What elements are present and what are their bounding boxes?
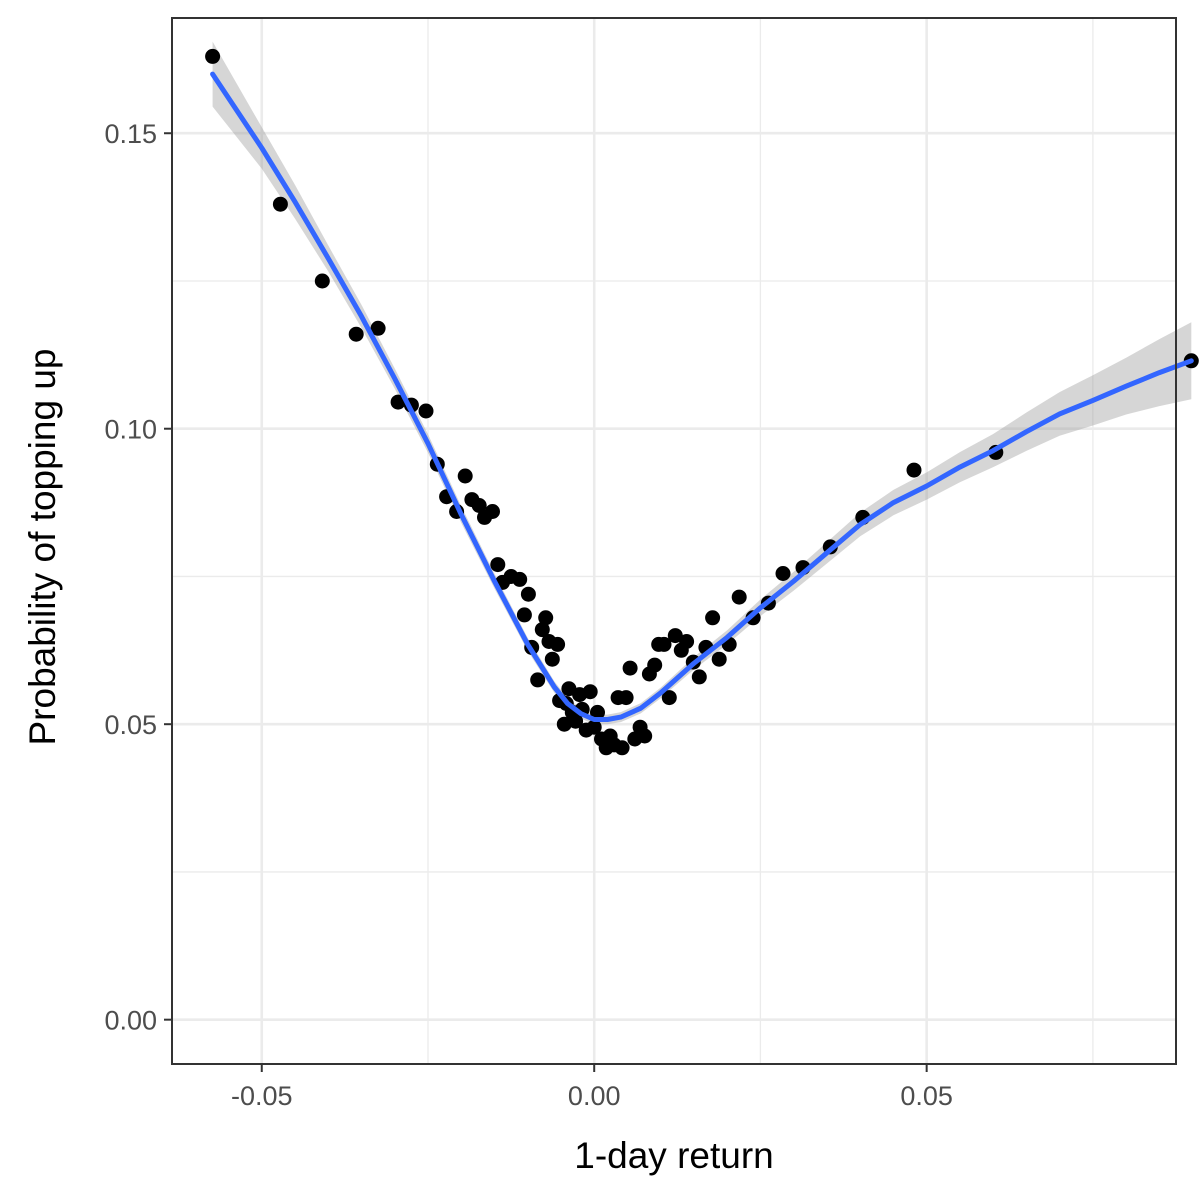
- data-point: [618, 690, 634, 706]
- data-point: [775, 566, 791, 581]
- data-point: [516, 607, 532, 623]
- data-point: [661, 690, 677, 706]
- x-tick-label: 0.05: [900, 1081, 953, 1111]
- data-point: [485, 504, 500, 519]
- y-tick-label: 0.00: [104, 1006, 157, 1036]
- x-axis-title: 1-day return: [574, 1135, 774, 1176]
- data-point: [490, 557, 506, 573]
- y-tick-label: 0.15: [104, 119, 157, 149]
- data-point: [637, 728, 653, 744]
- data-point: [691, 669, 707, 685]
- data-point: [550, 636, 566, 652]
- x-tick-label: -0.05: [231, 1081, 293, 1111]
- x-axis-ticks: -0.05 0.00 0.05: [231, 1064, 953, 1111]
- data-point: [586, 719, 602, 735]
- data-point: [530, 672, 546, 688]
- data-point: [205, 48, 221, 64]
- panel-border: [171, 17, 1177, 1065]
- data-point: [667, 628, 683, 644]
- data-point: [418, 403, 434, 419]
- data-point: [614, 740, 630, 756]
- data-point: [471, 498, 487, 513]
- data-point: [457, 468, 473, 484]
- major-gridlines: [172, 18, 1176, 1064]
- data-point: [711, 651, 727, 667]
- data-point: [370, 320, 386, 336]
- data-point: [272, 196, 288, 212]
- data-point: [582, 684, 598, 700]
- data-point: [731, 589, 747, 605]
- data-point: [647, 657, 663, 673]
- data-point: [520, 586, 536, 602]
- data-point: [348, 326, 364, 342]
- x-tick-label: 0.00: [568, 1081, 621, 1111]
- data-point: [314, 273, 330, 289]
- y-tick-label: 0.05: [104, 710, 157, 740]
- data-point: [538, 610, 554, 626]
- data-point: [512, 571, 528, 587]
- data-point: [556, 716, 572, 732]
- data-point: [568, 713, 584, 729]
- data-point: [906, 462, 922, 478]
- y-tick-label: 0.10: [104, 415, 157, 445]
- y-axis-title: Probability of topping up: [22, 349, 63, 746]
- data-point: [622, 660, 638, 676]
- smooth-line: [210, 71, 1194, 722]
- panel-background: [172, 18, 1176, 1064]
- y-axis-ticks: 0.00 0.05 0.10 0.15: [104, 119, 172, 1036]
- data-point: [390, 394, 406, 410]
- data-point: [679, 634, 695, 649]
- data-point: [656, 636, 672, 652]
- data-point: [544, 651, 560, 667]
- data-point: [705, 610, 721, 626]
- data-point: [590, 704, 605, 720]
- data-point: [534, 622, 550, 638]
